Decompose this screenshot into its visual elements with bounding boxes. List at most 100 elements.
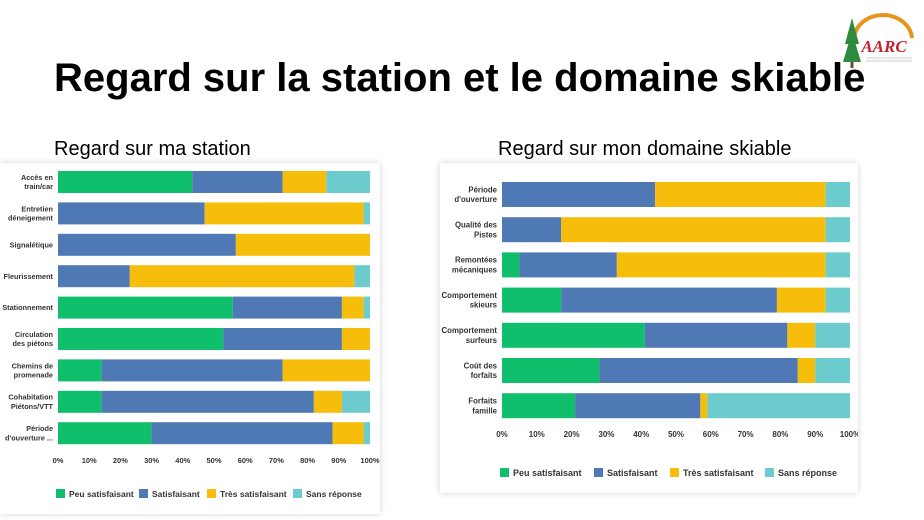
bar-satisfaisant-fleurissement	[58, 265, 130, 288]
category-label-fleurissement: Fleurissement	[4, 272, 54, 281]
category-label-entretien-deneigement: Entretien déneigement	[8, 204, 54, 222]
category-label-comportement-surfeurs: Comportement surfeurs	[442, 326, 498, 345]
logo-tree	[843, 32, 861, 62]
bar-sans-reponse-qualite-des-pistes	[825, 217, 850, 243]
x-tick-label: 70%	[738, 430, 754, 439]
x-tick-label: 100%	[360, 456, 380, 465]
x-tick-label: 30%	[598, 430, 614, 439]
chart-1-title: Regard sur ma station	[54, 138, 251, 160]
bar-satisfaisant-entretien-deneigement	[58, 202, 205, 225]
bar-sans-reponse-comportement-skieurs	[825, 287, 850, 313]
x-tick-label: 60%	[238, 456, 253, 465]
x-tick-label: 40%	[633, 430, 649, 439]
category-label-periode-d-ouverture: Période d'ouverture	[454, 185, 497, 204]
logo-text: AARC	[860, 37, 907, 56]
category-label-stationnement: Stationnement	[2, 303, 53, 312]
bar-tres-satisfaisant-acces-en-train-car	[282, 171, 327, 193]
bar-tres-satisfaisant-periode-d-ouverture	[655, 182, 826, 207]
x-tick-label: 100%	[840, 430, 858, 439]
legend-swatch-sans-reponse	[765, 468, 774, 477]
bar-sans-reponse-cout-des-forfaits	[815, 358, 850, 383]
chart-2-title: Regard sur mon domaine skiable	[498, 138, 792, 160]
category-label-qualite-des-pistes: Qualité des Pistes	[455, 221, 498, 240]
bar-satisfaisant-comportement-skieurs	[561, 287, 777, 313]
bar-sans-reponse-cohabitation-pietons-vtt	[341, 390, 370, 413]
bar-peu-satisfaisant-comportement-surfeurs	[502, 322, 645, 348]
bar-tres-satisfaisant-entretien-deneigement	[204, 202, 364, 225]
bar-sans-reponse-remontees-mecaniques	[825, 252, 850, 278]
category-label-forfaits-famille: Forfaits famille	[468, 397, 497, 416]
bar-peu-satisfaisant-cout-des-forfaits	[502, 358, 600, 383]
legend-swatch-tres-satisfaisant	[207, 489, 216, 498]
bar-tres-satisfaisant-periode-d-ouverture	[332, 422, 364, 445]
bar-tres-satisfaisant-forfaits-famille	[700, 393, 708, 419]
bar-peu-satisfaisant-acces-en-train-car	[58, 171, 193, 193]
bar-satisfaisant-periode-d-ouverture	[151, 422, 333, 445]
domain-chart-panel: Période d'ouverture Qualité des Pistes Remon…	[440, 163, 858, 493]
bar-tres-satisfaisant-signaletique	[235, 233, 370, 256]
station-chart-panel: Accès en train/car Entretien déneigement Sig…	[0, 163, 380, 514]
bar-sans-reponse-periode-d-ouverture	[363, 422, 370, 445]
legend-swatch-satisfaisant	[139, 489, 148, 498]
x-tick-label: 40%	[175, 456, 190, 465]
bar-satisfaisant-acces-en-train-car	[192, 171, 283, 193]
bar-tres-satisfaisant-remontees-mecaniques	[616, 252, 826, 278]
category-label-chemins-de-promenade: Chemins de promenade	[12, 361, 53, 379]
bar-satisfaisant-cohabitation-pietons-vtt	[101, 390, 314, 413]
bar-satisfaisant-comportement-surfeurs	[644, 322, 788, 348]
bar-tres-satisfaisant-cohabitation-pietons-vtt	[313, 390, 342, 413]
logo-graphic: AARC	[843, 13, 914, 68]
page-title: Regard sur la station et le domaine skia…	[54, 56, 866, 100]
x-tick-label: 90%	[331, 456, 346, 465]
bar-satisfaisant-remontees-mecaniques	[519, 252, 617, 278]
bar-tres-satisfaisant-stationnement	[341, 296, 364, 319]
logo-tree	[845, 18, 859, 44]
bar-peu-satisfaisant-comportement-skieurs	[502, 287, 562, 313]
x-tick-label: 10%	[82, 456, 97, 465]
x-tick-label: 0%	[53, 456, 64, 465]
x-tick-label: 50%	[668, 430, 684, 439]
x-tick-label: 80%	[300, 456, 315, 465]
x-tick-label: 50%	[206, 456, 221, 465]
bar-sans-reponse-entretien-deneigement	[363, 202, 370, 225]
legend-label-satisfaisant: Satisfaisant	[152, 489, 200, 499]
bar-peu-satisfaisant-periode-d-ouverture	[58, 422, 152, 445]
bar-satisfaisant-forfaits-famille	[575, 393, 701, 419]
legend-label-tres-satisfaisant: Très satisfaisant	[683, 468, 754, 478]
legend-label-tres-satisfaisant: Très satisfaisant	[220, 489, 287, 499]
legend-swatch-tres-satisfaisant	[670, 468, 679, 477]
bar-tres-satisfaisant-chemins-de-promenade	[282, 359, 370, 382]
x-tick-label: 60%	[703, 430, 719, 439]
bar-tres-satisfaisant-cout-des-forfaits	[797, 358, 816, 383]
x-tick-label: 70%	[269, 456, 284, 465]
category-label-comportement-skieurs: Comportement skieurs	[442, 291, 498, 310]
logo-tree-trunk	[850, 62, 854, 68]
x-tick-label: 90%	[807, 430, 823, 439]
legend-swatch-satisfaisant	[594, 468, 603, 477]
domain-chart: Période d'ouverture Qualité des Pistes Remon…	[442, 182, 858, 478]
bar-satisfaisant-stationnement	[232, 296, 342, 319]
legend-label-sans-reponse: Sans réponse	[306, 489, 362, 499]
bar-satisfaisant-qualite-des-pistes	[502, 217, 562, 243]
bar-sans-reponse-stationnement	[363, 296, 370, 319]
bar-peu-satisfaisant-stationnement	[58, 296, 233, 319]
category-label-acces-en-train-car: Accès en train/car	[21, 173, 53, 191]
x-tick-label: 30%	[144, 456, 159, 465]
bar-peu-satisfaisant-circulation-des-pietons	[58, 328, 224, 350]
bar-tres-satisfaisant-comportement-surfeurs	[787, 322, 816, 348]
bar-sans-reponse-comportement-surfeurs	[815, 322, 850, 348]
legend-label-sans-reponse: Sans réponse	[778, 468, 837, 478]
bar-peu-satisfaisant-chemins-de-promenade	[58, 359, 102, 382]
bar-sans-reponse-forfaits-famille	[707, 393, 850, 419]
bar-sans-reponse-fleurissement	[354, 265, 370, 288]
category-label-periode-d-ouverture: Période d'ouverture ...	[5, 424, 53, 442]
legend-label-peu-satisfaisant: Peu satisfaisant	[513, 468, 582, 478]
category-label-signaletique: Signalétique	[10, 240, 53, 249]
category-label-remontees-mecaniques: Remontées mécaniques	[452, 256, 498, 275]
bar-satisfaisant-cout-des-forfaits	[599, 358, 798, 383]
bar-satisfaisant-circulation-des-pietons	[223, 328, 342, 350]
legend-swatch-peu-satisfaisant	[56, 489, 65, 498]
category-label-cout-des-forfaits: Coût des forfaits	[464, 361, 498, 380]
x-tick-label: 20%	[113, 456, 128, 465]
category-label-circulation-des-pietons: Circulation des piétons	[12, 330, 53, 348]
